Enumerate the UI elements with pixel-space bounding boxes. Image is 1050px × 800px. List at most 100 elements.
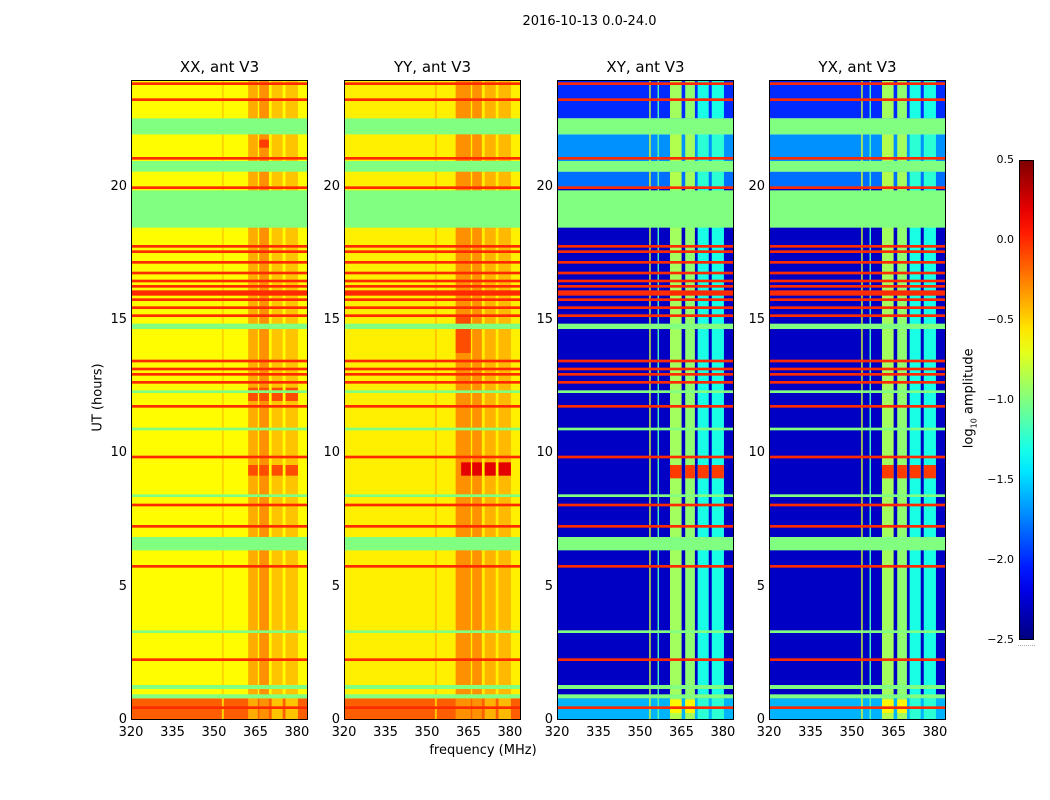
y-tick-label: 10 [323, 445, 340, 461]
rfi-line [770, 314, 945, 317]
panel-yy: YY, ant V3 0 5 10 15 20 320 335 350 365 380 [323, 58, 522, 740]
rfi-line [132, 157, 307, 160]
rfi-line [132, 293, 307, 296]
rfi-line [345, 250, 520, 253]
heatmap-channel-stripe [455, 698, 471, 719]
y-tick-label: 10 [748, 445, 765, 461]
heatmap-channel-stripe [685, 134, 695, 161]
y-tick-label: 5 [118, 578, 127, 594]
heatmap-hotspot [670, 465, 682, 479]
flagged-band [770, 537, 945, 551]
rfi-line [132, 405, 307, 408]
flagged-band [558, 118, 733, 135]
heatmap-channel-stripe [248, 698, 258, 719]
rfi-line [770, 186, 945, 189]
rfi-line [132, 367, 307, 371]
flagged-band [770, 323, 945, 329]
flagged-band [345, 323, 520, 329]
rfi-line [132, 271, 307, 275]
rfi-line [558, 405, 733, 408]
heatmap-channel-stripe [909, 698, 921, 719]
heatmap-hotspot [685, 465, 695, 479]
rfi-line [345, 98, 520, 101]
heatmap-channel-stripe [909, 134, 921, 161]
heatmap-hotspot [248, 387, 258, 401]
colorbar-dots [1018, 645, 1035, 646]
heatmap-channel-stripe [861, 134, 863, 161]
flagged-band [132, 161, 307, 172]
rfi-line [770, 455, 945, 459]
rfi-line [770, 271, 945, 275]
x-tick-label: 320 [331, 725, 357, 740]
heatmap-channel-stripe [869, 698, 871, 719]
flagged-band [770, 427, 945, 431]
rfi-line [770, 706, 945, 709]
rfi-line [558, 306, 733, 309]
flagged-band [132, 118, 307, 135]
heatmap-channel-stripe [657, 134, 659, 161]
heatmap [344, 80, 521, 720]
x-tick-label: 320 [118, 725, 144, 740]
rfi-line [345, 314, 520, 317]
y-axis-label: UT (hours) [90, 363, 106, 432]
flagged-band [770, 161, 945, 172]
rfi-line [345, 373, 520, 376]
heatmap-channel-stripe [711, 134, 724, 161]
rfi-line [132, 186, 307, 189]
heatmap-channel-stripe [484, 698, 496, 719]
panel-xx: XX, ant V3 0 5 10 15 20 320 335 350 365 380 [110, 58, 309, 740]
heatmap-channel-stripe [897, 134, 907, 161]
heatmap-hotspot [248, 465, 258, 476]
y-tick-label: 0 [544, 712, 553, 727]
y-tick-label: 20 [748, 178, 765, 194]
heatmap-channel-stripe [697, 171, 709, 188]
panel-xy: XY, ant V3 0 5 10 15 20 320 335 350 365 380 [536, 58, 735, 740]
heatmap-hotspot [711, 465, 724, 479]
rfi-line [345, 381, 520, 384]
y-tick-label: 15 [323, 312, 340, 327]
rfi-line [132, 359, 307, 363]
colorbar-tick-label: 0.0 [996, 233, 1015, 246]
flagged-band [558, 494, 733, 497]
rfi-line [132, 381, 307, 384]
heatmap-channel-stripe [221, 698, 224, 719]
heatmap-channel-stripe [455, 81, 471, 699]
heatmap-hotspot [271, 387, 283, 401]
y-tick-label: 20 [536, 178, 553, 194]
x-tick-label: 320 [544, 725, 570, 740]
y-tick-label: 10 [110, 445, 127, 461]
rfi-line [770, 290, 945, 293]
heatmap-channel-stripe [472, 81, 482, 699]
heatmap-hotspot [472, 462, 482, 476]
rfi-line [558, 186, 733, 189]
flagged-band [770, 118, 945, 135]
heatmap-channel-stripe [221, 81, 224, 699]
heatmap-channel-stripe [909, 171, 921, 188]
flagged-band [132, 427, 307, 431]
rfi-line [558, 250, 733, 253]
flagged-band [770, 390, 945, 393]
rfi-line [132, 706, 307, 709]
rfi-line [558, 290, 733, 293]
x-tick-label: 380 [710, 725, 736, 740]
rfi-line [132, 314, 307, 317]
heatmap-channel-stripe [861, 171, 863, 188]
flagged-band [558, 694, 733, 699]
x-tick-label: 350 [627, 725, 653, 740]
heatmap-channel-stripe [697, 187, 709, 699]
heatmap-channel-stripe [923, 187, 936, 699]
rfi-line [132, 503, 307, 507]
heatmap-channel-stripe [697, 134, 709, 161]
colorbar-label-sub: 10 [969, 418, 979, 429]
heatmap-channel-stripe [861, 187, 863, 699]
x-tick-label: 335 [586, 725, 611, 740]
heatmap-hotspot [923, 465, 936, 479]
y-tick-label: 15 [110, 312, 127, 327]
rfi-line [132, 250, 307, 253]
heatmap-hotspot [882, 465, 894, 479]
rfi-line [770, 245, 945, 248]
rfi-line [345, 359, 520, 363]
x-tick-label: 380 [922, 725, 948, 740]
flagged-band [132, 685, 307, 689]
rfi-line [770, 250, 945, 253]
